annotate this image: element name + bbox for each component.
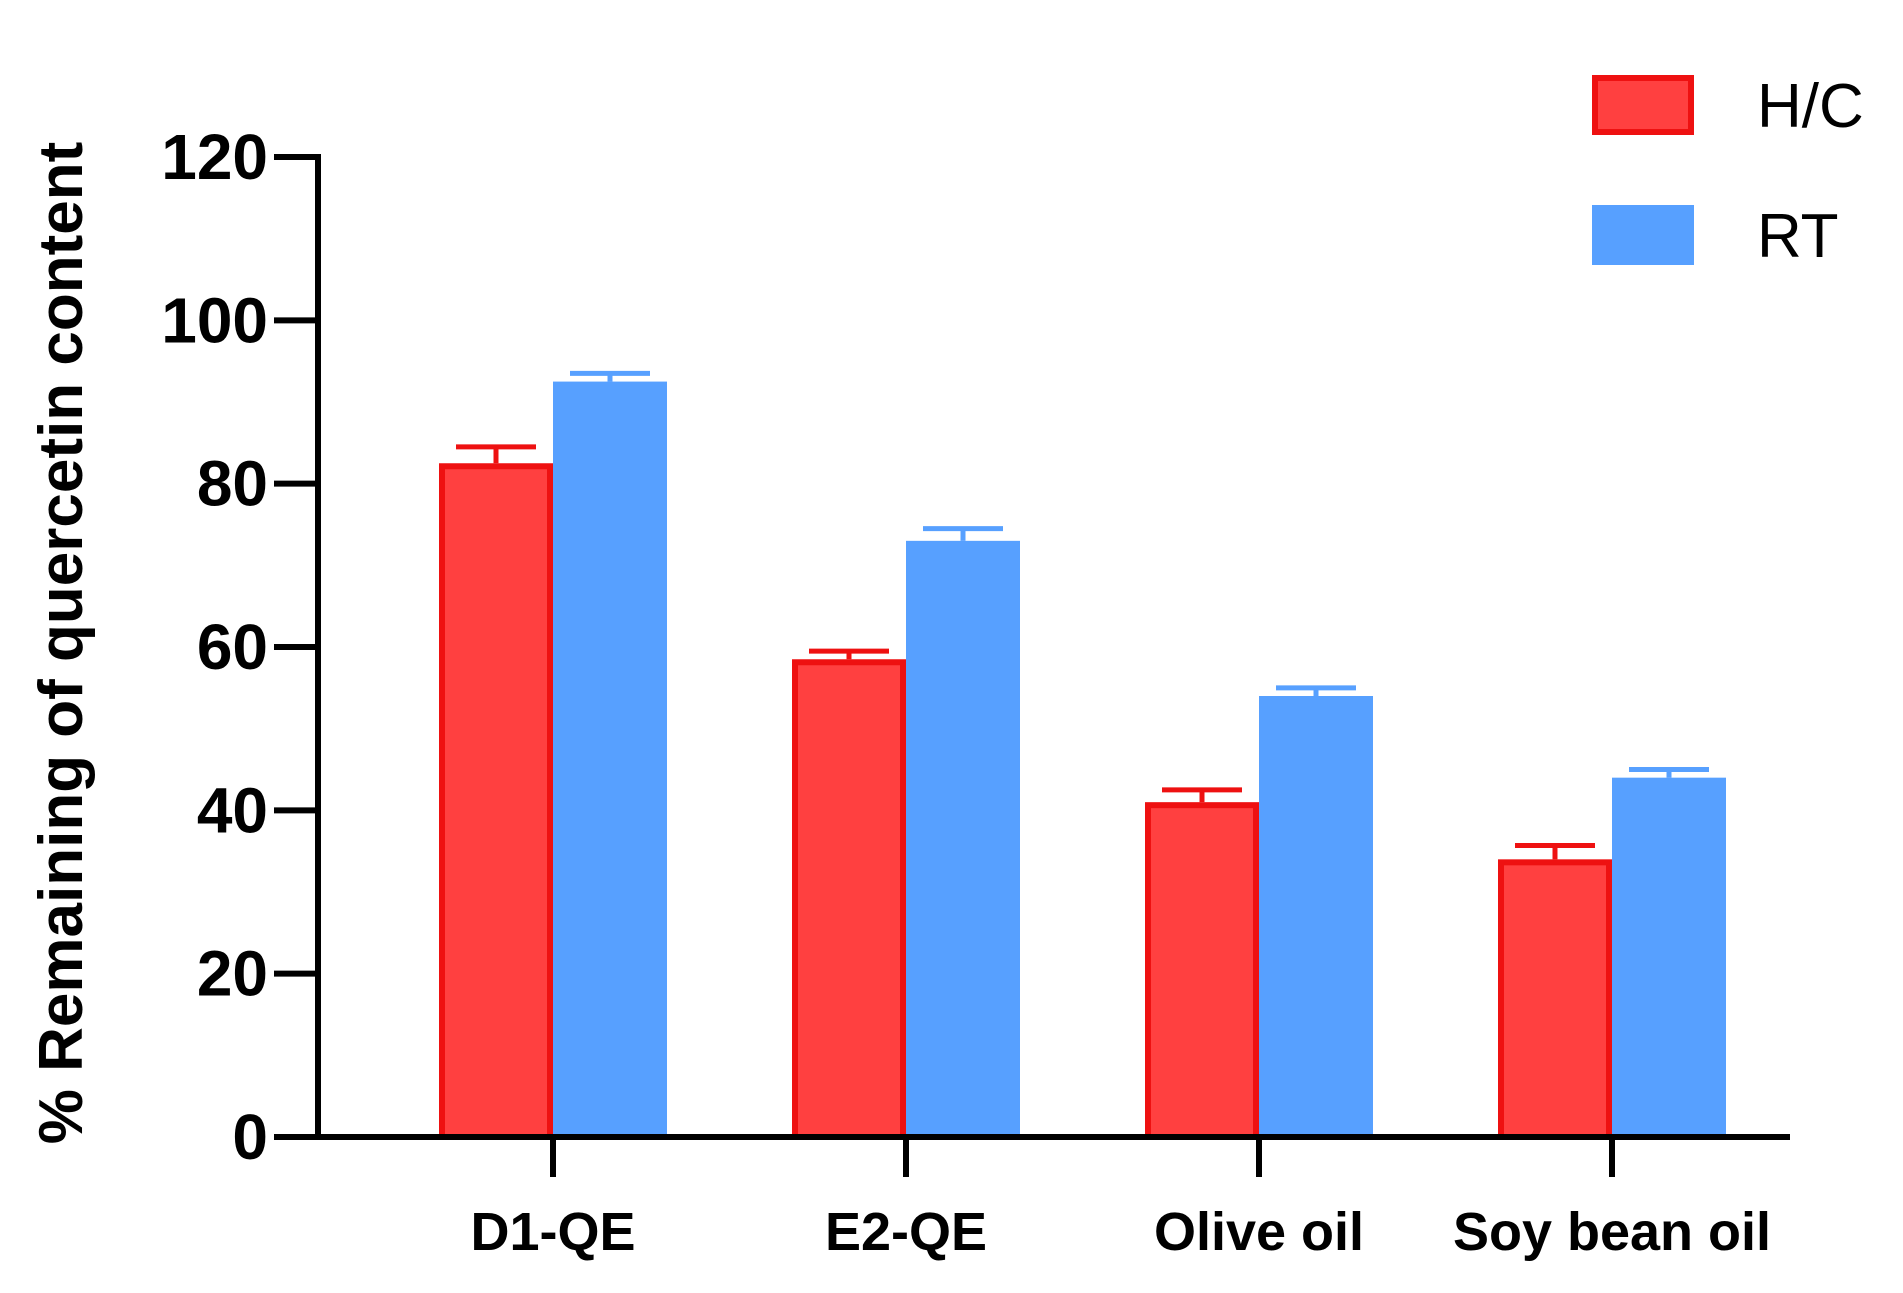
y-tick-label-120: 120 [161, 121, 268, 193]
y-tick-label-0: 0 [232, 1101, 268, 1173]
bar-rt-e2-qe [906, 540, 1020, 1137]
y-tick-label-80: 80 [197, 448, 268, 520]
bar-rt-soy-bean-oil [1612, 777, 1726, 1137]
legend-swatch-rt [1592, 205, 1694, 265]
bar-rt-d1-qe [553, 381, 667, 1137]
legend-swatch-h-c [1592, 75, 1694, 135]
y-tick-label-100: 100 [161, 284, 268, 356]
legend-label-rt: RT [1757, 202, 1839, 271]
y-tick-label-20: 20 [197, 938, 268, 1010]
bar-rt-olive-oil [1259, 696, 1373, 1137]
y-axis-title: % Remaining of quercetin content [27, 142, 96, 1144]
x-tick-label-e2-qe: E2-QE [825, 1202, 987, 1262]
bar-h-c-soy-bean-oil [1498, 859, 1612, 1140]
bar-h-c-d1-qe [439, 463, 553, 1140]
bar-h-c-olive-oil [1145, 802, 1259, 1141]
legend-label-h-c: H/C [1757, 72, 1864, 141]
x-tick-label-soy-bean-oil: Soy bean oil [1453, 1202, 1771, 1262]
plot-area: 0 20 40 60 80 100 120 D1-QE E2-QE Olive oil Soy be… [161, 72, 1864, 1262]
x-tick-label-olive-oil: Olive oil [1154, 1202, 1364, 1262]
y-tick-label-40: 40 [197, 774, 268, 846]
x-tick-label-d1-qe: D1-QE [470, 1202, 635, 1262]
y-tick-label-60: 60 [197, 611, 268, 683]
bar-h-c-e2-qe [792, 659, 906, 1140]
